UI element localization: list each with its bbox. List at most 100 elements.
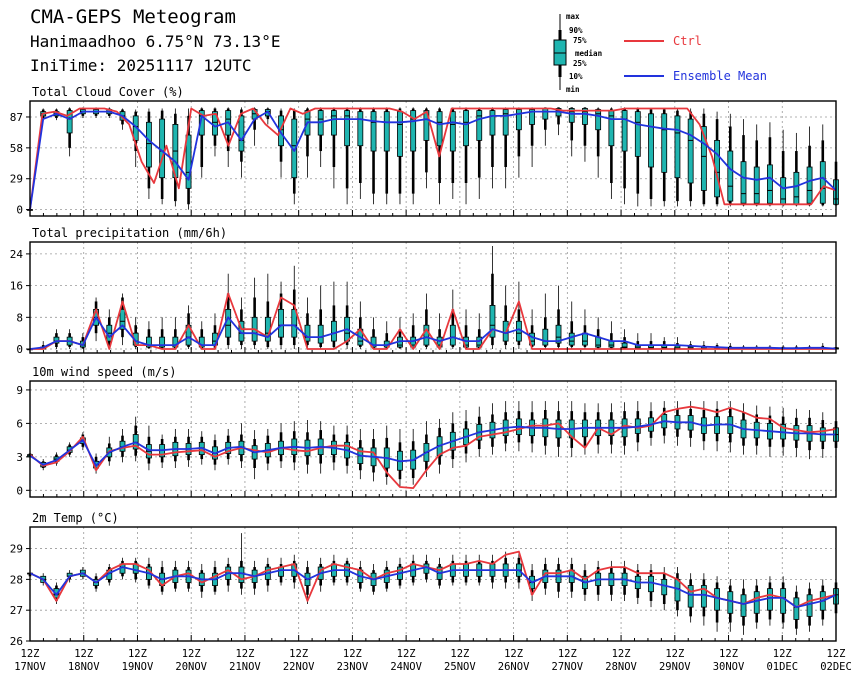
y-tick-label: 29 [10,543,23,556]
box-plot [674,567,681,617]
box-iqr [397,111,403,157]
box-iqr [621,110,628,152]
box-plot [819,124,826,207]
box-plot [225,273,232,350]
box-plot [53,329,60,350]
x-tick-hour-label: 12Z [21,648,40,660]
x-tick-hour-label: 12Z [665,648,684,660]
panel-3: 10m wind speed (m/s) 0 3 6 9 [16,365,839,498]
box-iqr [819,161,826,204]
box-iqr [410,336,417,348]
box-plot [449,289,456,350]
box-plot [146,108,152,199]
box-plot [410,428,417,485]
box-plot [634,563,641,605]
box-iqr [648,575,654,593]
box-iqr [806,594,813,617]
box-plot [674,108,681,207]
box-iqr [159,336,166,348]
box-iqr [146,121,152,168]
box-plot [291,108,298,205]
box-plot [515,281,522,350]
box-plot [502,107,509,189]
box-plot [753,124,760,207]
box-iqr [793,597,800,620]
box-plot [251,430,258,480]
box-iqr [542,108,549,120]
box-plot [225,107,232,168]
box-iqr [370,111,377,152]
box-iqr [806,166,813,204]
box-plot [423,293,430,350]
x-tick-date-label: 28NOV [605,661,637,673]
box-plot [159,434,166,468]
box-iqr [278,115,284,147]
box-plot [661,337,668,350]
box-iqr [449,324,456,346]
box-iqr [278,308,284,338]
box-plot [291,421,298,471]
box-iqr [476,336,483,348]
box-plot [132,416,139,462]
box-plot [304,107,311,178]
box-plot [634,107,641,207]
box-plot [687,573,694,623]
time-axis: 12Z17NOV12Z18NOV12Z19NOV12Z20NOV12Z21NOV… [14,648,852,673]
y-tick-label: 6 [16,417,23,430]
box-plot [304,297,311,350]
box-iqr [185,134,192,189]
x-tick-date-label: 22NOV [283,661,315,673]
box-plot [529,107,535,168]
x-tick-date-label: 23NOV [337,661,369,673]
box-plot [331,281,337,350]
panel-1: Total Cloud Cover (%) 0 29 58 87 [10,85,839,217]
ensemble-mean-line [29,420,836,467]
y-tick-label: 9 [16,384,23,397]
box-plot [621,107,628,205]
box-plot [806,410,813,460]
box-iqr [727,150,734,202]
box-iqr [423,110,430,141]
box-iqr [53,336,60,344]
box-plot [463,107,469,205]
y-tick-label: 0 [16,343,23,356]
box-plot [502,401,509,452]
y-tick-label: 3 [16,451,23,464]
box-iqr [159,118,166,179]
box-iqr [542,328,549,346]
box-plot [555,557,562,598]
box-iqr [753,166,760,204]
box-plot [238,533,245,595]
box-iqr [238,115,245,152]
ensemble-mean-line [29,110,837,210]
x-tick-date-label: 02DEC [820,661,852,673]
box-iqr [304,324,311,342]
box-iqr [278,566,284,577]
box-plot [357,107,364,199]
box-plot [278,108,284,178]
box-plot [595,560,602,601]
box-plot [264,557,271,592]
panel-frame [29,526,837,642]
box-plot [621,329,628,350]
box-iqr [172,336,179,348]
box-iqr [714,588,720,611]
box-plot [753,579,760,629]
legend-median: median [575,49,602,58]
box-iqr [767,164,773,204]
box-iqr [238,566,245,583]
box-iqr [66,110,73,134]
box-plot [727,113,734,207]
box-iqr [687,585,694,608]
box-iqr [700,585,707,608]
y-tick-label: 87 [10,111,23,124]
box-iqr [582,332,588,346]
box-plot [634,333,641,350]
box-plot [238,423,245,468]
box-plot [449,107,456,199]
box-plot [608,107,615,199]
y-tick-label: 58 [10,142,23,155]
x-tick-date-label: 01DEC [766,661,798,673]
x-tick-date-label: 18NOV [68,661,100,673]
